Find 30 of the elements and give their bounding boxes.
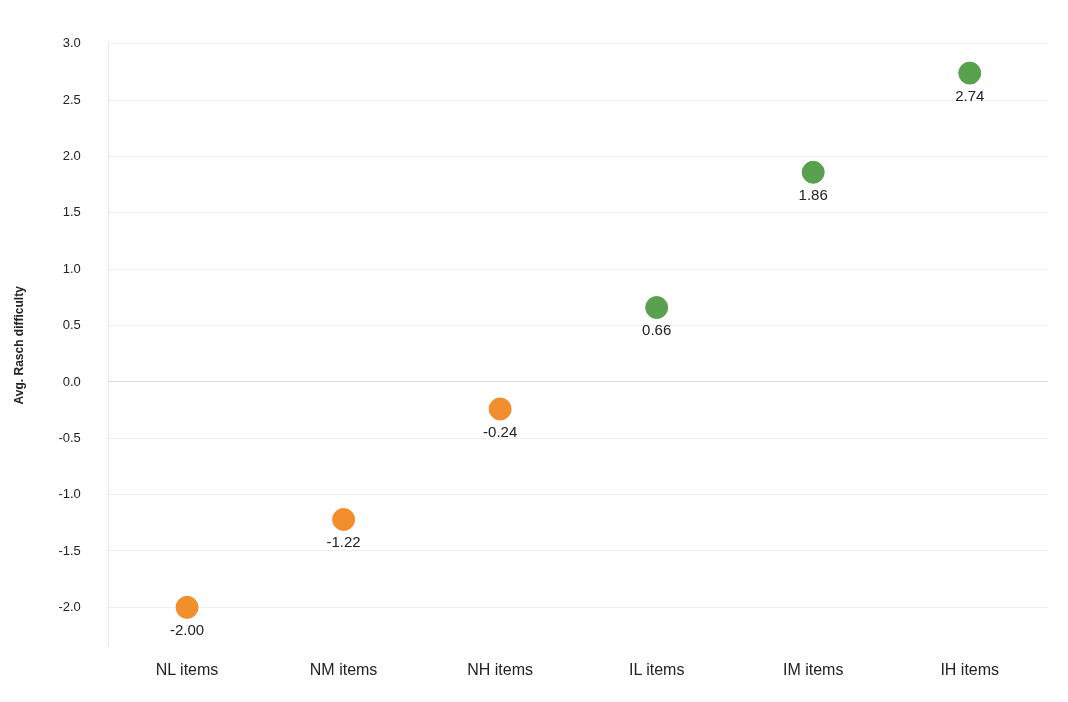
point: [958, 61, 982, 85]
point: [332, 507, 356, 531]
x-tick-label: IM items: [782, 660, 844, 678]
data-label: -2.00: [169, 620, 205, 638]
data-label: -0.24: [483, 422, 518, 440]
x-tick-label: NM items: [309, 660, 378, 678]
data-label: 2.74: [955, 86, 985, 104]
y-tick-label: 3.0: [62, 35, 81, 51]
y-tick-label: 1.0: [62, 260, 81, 276]
point: [488, 397, 512, 421]
y-tick-label: 0.0: [62, 373, 81, 389]
x-tick-label: IL items: [628, 660, 685, 678]
point: [175, 595, 199, 619]
x-tick-label: NL items: [155, 660, 219, 678]
point: [801, 160, 825, 184]
data-label: 1.86: [798, 185, 828, 203]
data-label: 0.66: [642, 321, 672, 339]
point: [645, 296, 669, 320]
y-tick-label: -2.0: [58, 598, 81, 614]
x-tick-label: NH items: [467, 660, 534, 678]
data-label: -1.22: [326, 533, 361, 551]
y-tick-label: 1.5: [62, 204, 81, 220]
y-tick-label: 2.0: [62, 148, 81, 164]
y-tick-label: 2.5: [62, 91, 81, 107]
y-tick-label: -1.0: [58, 486, 81, 502]
x-tick-label: IH items: [940, 660, 1000, 678]
y-tick-label: -0.5: [58, 429, 81, 445]
y-tick-label: 0.5: [62, 317, 81, 333]
y-axis-title: Avg. Rasch difficulty: [11, 285, 26, 405]
y-tick-label: -1.5: [58, 542, 81, 558]
